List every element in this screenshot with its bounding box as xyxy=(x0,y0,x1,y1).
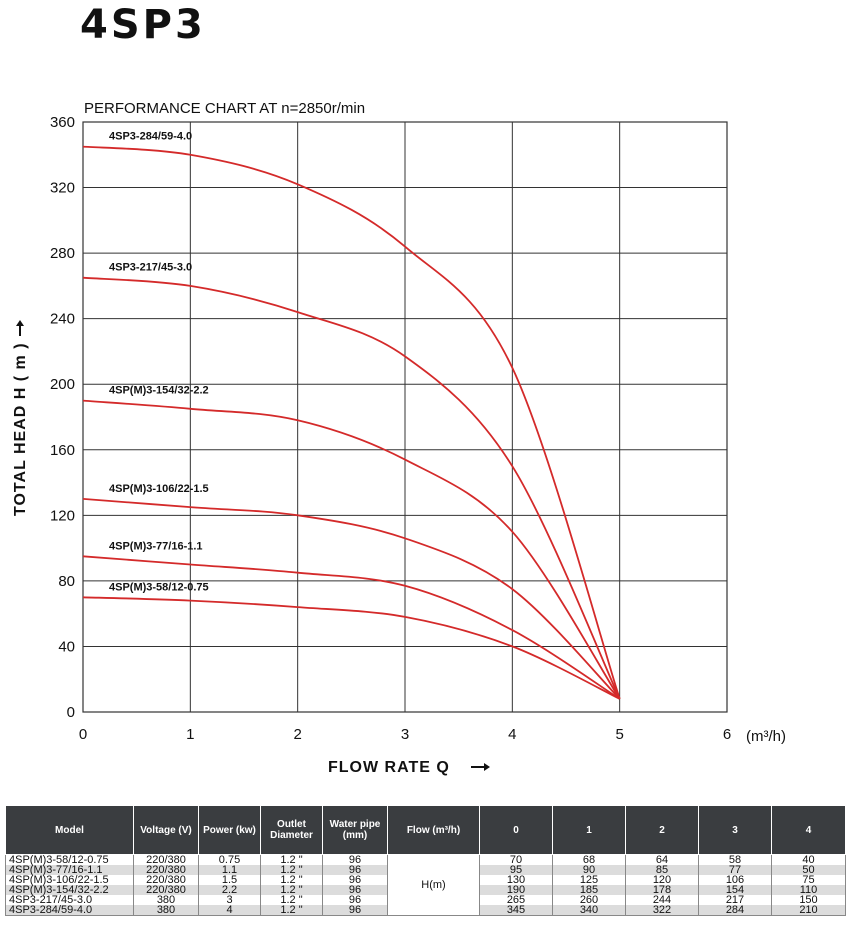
header-q3: 3 xyxy=(698,805,772,855)
cell-h: 284 xyxy=(698,905,772,916)
cell-pipe: 96 xyxy=(322,905,388,916)
x-axis-unit: (m³/h) xyxy=(746,728,786,745)
y-tick-label: 120 xyxy=(50,507,75,524)
chart-grid xyxy=(82,121,728,713)
cell-h: 75 xyxy=(771,875,846,886)
cell-h: 110 xyxy=(771,885,846,896)
cell-pipe: 96 xyxy=(322,895,388,906)
cell-pipe: 96 xyxy=(322,865,388,876)
header-q4: 4 xyxy=(771,805,846,855)
y-tick-label: 40 xyxy=(58,638,75,655)
x-tick-label: 3 xyxy=(401,726,409,743)
y-tick-label: 200 xyxy=(50,376,75,393)
cell-h: 50 xyxy=(771,865,846,876)
cell-h: 322 xyxy=(625,905,699,916)
table-row: 4SP3-284/59-4.0 380 4 1.2 " 96 345 340 3… xyxy=(5,905,846,916)
x-tick-label: 5 xyxy=(615,726,623,743)
chart-ticks: 0 1 2 3 4 5 6 0 40 80 120 160 200 240 280 320 360 xyxy=(50,114,731,743)
chart-series-labels: 4SP3-284/59-4.0 4SP3-217/45-3.0 4SP(M)3-15… xyxy=(109,131,209,594)
x-tick-label: 1 xyxy=(186,726,194,743)
x-tick-label: 2 xyxy=(293,726,301,743)
header-model: Model xyxy=(5,805,134,855)
chart-title: PERFORMANCE CHART AT n=2850r/min xyxy=(84,100,366,117)
y-tick-label: 80 xyxy=(58,573,75,590)
series-line xyxy=(82,596,621,700)
cell-pipe: 96 xyxy=(322,885,388,896)
x-tick-label: 0 xyxy=(79,726,87,743)
x-tick-label: 6 xyxy=(723,726,731,743)
chart-curves xyxy=(82,145,621,700)
header-voltage: Voltage (V) xyxy=(133,805,199,855)
cell-power: 4 xyxy=(198,905,261,916)
series-line xyxy=(82,145,621,700)
series-line xyxy=(82,399,621,700)
cell-h-label: H(m) xyxy=(387,854,480,916)
y-axis-label: TOTAL HEAD H ( m ) xyxy=(12,342,29,516)
series-label: 4SP3-284/59-4.0 xyxy=(109,131,192,143)
page-title: 4SP3 xyxy=(80,2,206,48)
y-axis-arrow-icon xyxy=(16,320,24,336)
cell-voltage: 380 xyxy=(133,905,199,916)
x-axis-label: FLOW RATE Q xyxy=(328,759,450,776)
cell-h: 345 xyxy=(479,905,553,916)
series-line xyxy=(82,498,621,700)
series-line xyxy=(82,276,621,700)
table-row: 4SP(M)3-154/32-2.2 220/380 2.2 1.2 " 96 … xyxy=(5,885,846,896)
header-q0: 0 xyxy=(479,805,553,855)
cell-h: 40 xyxy=(771,854,846,865)
table-row: 4SP(M)3-106/22-1.5 220/380 1.5 1.2 " 96 … xyxy=(5,875,846,886)
x-axis-arrow-icon xyxy=(471,763,490,771)
cell-outlet: 1.2 " xyxy=(260,905,323,916)
table-row: 4SP3-217/45-3.0 380 3 1.2 " 96 265 260 2… xyxy=(5,895,846,906)
y-tick-label: 320 xyxy=(50,180,75,197)
series-line xyxy=(82,555,621,700)
header-power: Power (kw) xyxy=(198,805,261,855)
cell-h: 210 xyxy=(771,905,846,916)
series-label: 4SP3-217/45-3.0 xyxy=(109,262,192,274)
performance-chart: 0 1 2 3 4 5 6 0 40 80 120 160 200 240 280 320 360 4SP3-2… xyxy=(12,114,786,776)
header-flow: Flow (m³/h) xyxy=(387,805,480,855)
cell-h: 340 xyxy=(552,905,626,916)
series-label: 4SP(M)3-154/32-2.2 xyxy=(109,385,209,397)
header-q2: 2 xyxy=(625,805,699,855)
y-tick-label: 240 xyxy=(50,311,75,328)
series-label: 4SP(M)3-77/16-1.1 xyxy=(109,540,203,552)
header-q1: 1 xyxy=(552,805,626,855)
cell-model: 4SP3-284/59-4.0 xyxy=(5,905,134,916)
cell-pipe: 96 xyxy=(322,875,388,886)
header-pipe: Water pipe (mm) xyxy=(322,805,388,855)
spec-table: Model Voltage (V) Power (kw) Outlet Diam… xyxy=(5,805,846,916)
cell-h: 150 xyxy=(771,895,846,906)
x-tick-label: 4 xyxy=(508,726,516,743)
header-outlet: Outlet Diameter xyxy=(260,805,323,855)
table-row: 4SP(M)3-77/16-1.1 220/380 1.1 1.2 " 96 9… xyxy=(5,865,846,876)
y-tick-label: 160 xyxy=(50,442,75,459)
series-label: 4SP(M)3-106/22-1.5 xyxy=(109,483,209,495)
series-label: 4SP(M)3-58/12-0.75 xyxy=(109,581,209,593)
y-tick-label: 280 xyxy=(50,245,75,262)
table-row: 4SP(M)3-58/12-0.75 220/380 0.75 1.2 " 96… xyxy=(5,854,846,916)
y-tick-label: 0 xyxy=(67,704,75,721)
table-header-row: Model Voltage (V) Power (kw) Outlet Diam… xyxy=(5,805,846,855)
y-tick-label: 360 xyxy=(50,114,75,131)
